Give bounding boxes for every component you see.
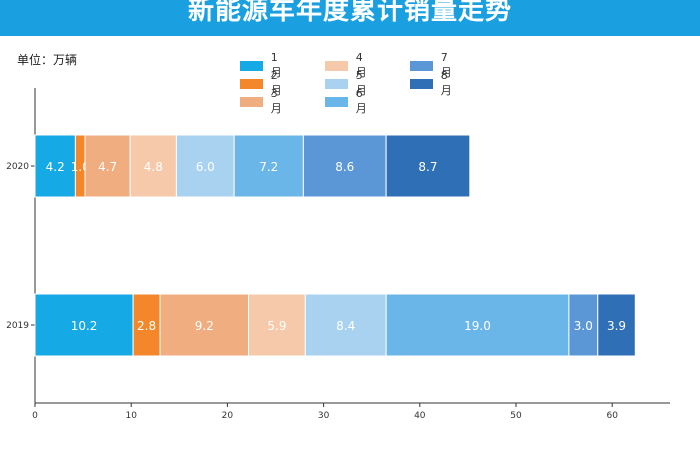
bar-value-label: 2.8 [137, 319, 156, 333]
bar-segment [385, 293, 570, 357]
bar-value-label: 8.7 [418, 160, 437, 174]
bar-segment [597, 293, 636, 357]
bar-value-label: 10.2 [71, 319, 98, 333]
unit-label: 单位：万辆 [17, 53, 78, 67]
legend-item: 2月 [240, 69, 286, 98]
legend-swatch [325, 60, 348, 71]
chart-title: 新能源车年度累计销量走势 [187, 0, 512, 26]
legend-item: 6月 [325, 87, 371, 116]
bar-segment [233, 134, 304, 198]
bar-segment [568, 293, 599, 357]
x-tick-label: 30 [318, 411, 330, 421]
legend-item: 5月 [325, 69, 371, 98]
legend-label: 3月 [270, 87, 282, 115]
bar-segment [304, 293, 387, 357]
x-tick-label: 60 [606, 411, 618, 421]
bar-value-label: 7.2 [259, 160, 278, 174]
bar-segment [175, 134, 235, 198]
bar-value-label: 5.9 [267, 319, 286, 333]
x-tick-label: 40 [414, 411, 426, 421]
x-tick-label: 10 [125, 411, 137, 421]
bar-segment [84, 134, 131, 198]
bar-value-label: 19.0 [464, 319, 491, 333]
bar-segment [385, 134, 471, 198]
x-tick-label: 0 [32, 411, 38, 421]
legend-label: 5月 [355, 69, 367, 97]
x-tick-label: 50 [510, 411, 522, 421]
bar-value-label: 8.4 [336, 319, 355, 333]
legend-swatch [410, 78, 433, 89]
y-tick-label: 2019 [6, 321, 29, 331]
legend-label: 6月 [355, 87, 367, 115]
bar-value-label: 3.0 [574, 319, 593, 333]
bar-value-label: 4.8 [144, 160, 163, 174]
x-tick-label: 20 [222, 411, 234, 421]
legend-swatch [410, 60, 433, 71]
legend-swatch [325, 78, 348, 89]
bar-segment [129, 134, 177, 198]
chart-title-banner: 新能源车年度累计销量走势 [0, 0, 700, 36]
legend-label: 1月 [270, 51, 282, 79]
bar-value-label: 3.9 [607, 319, 626, 333]
bar-value-label: 6.0 [196, 160, 215, 174]
legend-item: 8月 [410, 69, 456, 98]
legend-swatch [325, 96, 348, 107]
legend-item: 1月 [240, 51, 286, 80]
bar-segment [34, 134, 76, 198]
legend-item: 3月 [240, 87, 286, 116]
bar-value-label: 4.7 [98, 160, 117, 174]
y-tick-label: 2020 [6, 162, 29, 172]
legend-swatch [240, 96, 263, 107]
bar-value-label: 9.2 [195, 319, 214, 333]
legend-label: 8月 [440, 69, 452, 97]
bar-value-label: 8.6 [335, 160, 354, 174]
legend-swatch [240, 78, 263, 89]
bar-segment [302, 134, 387, 198]
legend-swatch [240, 60, 263, 71]
legend-label: 4月 [355, 51, 367, 79]
legend-item: 7月 [410, 51, 456, 80]
bar-value-label: 4.2 [46, 160, 65, 174]
legend-label: 7月 [440, 51, 452, 79]
legend-label: 2月 [270, 69, 282, 97]
legend-item: 4月 [325, 51, 371, 80]
bar-segment [34, 293, 134, 357]
